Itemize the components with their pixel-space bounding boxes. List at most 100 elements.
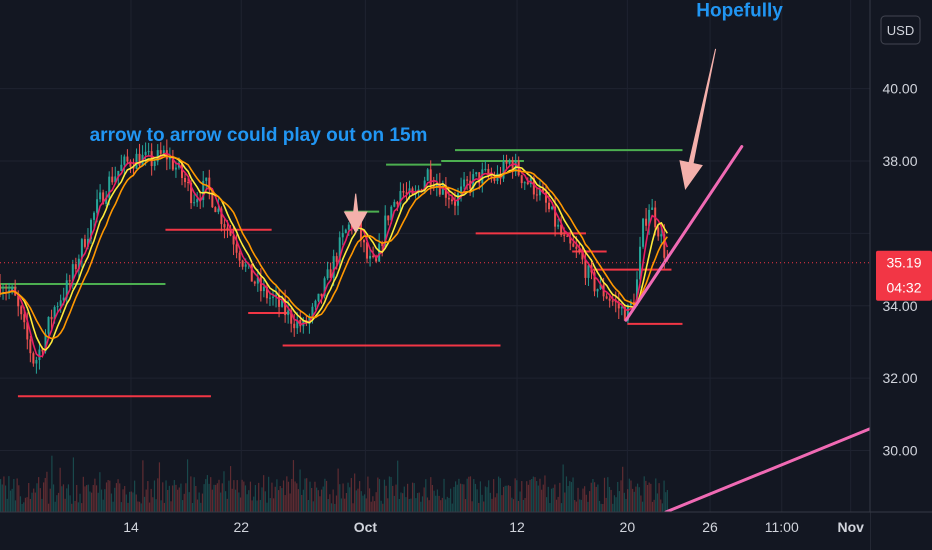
volume-bar <box>446 496 448 512</box>
volume-bar <box>415 498 417 512</box>
volume-bar <box>600 503 602 512</box>
candle-body <box>642 218 645 247</box>
volume-bar <box>466 478 468 512</box>
volume-bar <box>651 501 654 512</box>
volume-bar <box>461 484 463 512</box>
volume-bar <box>408 499 410 512</box>
volume-bar <box>486 487 488 512</box>
candle-body <box>74 264 77 270</box>
volume-bar <box>443 478 445 512</box>
annotation-arrows[interactable] <box>343 48 717 234</box>
candle-body <box>362 239 365 243</box>
volume-bar <box>397 460 399 512</box>
volume-bar <box>198 492 200 512</box>
volume-bar <box>453 486 455 512</box>
volume-bar <box>168 485 170 512</box>
volume-bar <box>125 494 127 512</box>
candle-body <box>341 232 344 238</box>
volume-bar <box>289 493 291 512</box>
candle-body <box>375 256 378 262</box>
volume-bar <box>438 495 440 512</box>
candle-body <box>620 307 623 309</box>
volume-bar <box>302 489 304 512</box>
volume-bar <box>286 476 288 512</box>
volume-bar <box>362 495 364 512</box>
volume-bar <box>436 489 438 512</box>
candle-body <box>447 197 450 200</box>
volume-bar <box>225 491 227 512</box>
volume-bar <box>110 493 113 512</box>
candle-body <box>65 280 68 298</box>
candle-body <box>265 286 268 299</box>
volume-bar <box>312 501 314 512</box>
volume-bar <box>378 479 381 512</box>
volume-bar <box>347 482 349 512</box>
candle-body <box>83 239 86 247</box>
volume-bar <box>263 475 265 512</box>
candle-body <box>89 219 92 239</box>
candle-body <box>174 167 177 170</box>
volume-bar <box>299 469 301 512</box>
volume-bar <box>428 500 430 512</box>
volume-bar <box>196 499 199 512</box>
volume-bar <box>632 488 634 512</box>
candle-body <box>663 234 666 258</box>
candle-body <box>481 169 484 184</box>
volume-bar <box>380 500 382 512</box>
volume-bar <box>569 481 571 512</box>
candle-body <box>660 234 663 237</box>
currency-button[interactable] <box>880 15 921 45</box>
volume-bar <box>575 501 577 512</box>
y-tick-label: 34.00 <box>882 298 917 314</box>
volume-bar <box>266 502 268 512</box>
volume-bar <box>158 462 161 512</box>
volume-bar <box>597 484 599 512</box>
volume-bar <box>628 478 630 512</box>
volume-bar <box>72 457 74 512</box>
annotation-arrow[interactable] <box>679 48 717 191</box>
time-scale[interactable] <box>0 512 870 550</box>
volume-bar <box>494 497 496 512</box>
volume-bar <box>522 499 525 512</box>
candle-body <box>290 310 293 324</box>
volume-bar <box>311 488 313 512</box>
trend-lines[interactable] <box>624 145 872 514</box>
volume-bar <box>137 501 139 512</box>
candle-body <box>202 180 205 201</box>
volume-bar <box>375 492 377 512</box>
volume-bar <box>38 477 40 512</box>
candle-body <box>560 224 563 235</box>
volume-bar <box>603 477 606 512</box>
volume-bar <box>539 478 541 512</box>
candle-body <box>96 199 99 213</box>
volume-bar <box>504 485 506 512</box>
trend-line[interactable] <box>624 145 744 322</box>
candle-body <box>608 298 611 301</box>
candle-body <box>156 150 159 162</box>
volume-bar <box>526 481 528 512</box>
volume-bar <box>491 498 493 512</box>
volume-bar <box>215 484 217 512</box>
annotation-arrow[interactable] <box>343 193 368 234</box>
volume-bar <box>499 478 501 512</box>
trend-line[interactable] <box>664 427 872 514</box>
candle-body <box>529 177 532 185</box>
volume-bar <box>134 480 136 512</box>
candle-body <box>229 229 232 236</box>
candle-body <box>629 301 632 306</box>
volume-bar <box>129 491 131 512</box>
volume-bar <box>532 476 534 512</box>
volume-bar <box>31 492 33 512</box>
annotation-text[interactable]: arrow to arrow could play out on 15m <box>90 125 428 146</box>
last-price-badge: 35.19 04:32 <box>876 250 932 301</box>
volume-bar <box>64 498 66 512</box>
volume-bar <box>512 499 515 512</box>
volume-bar <box>661 503 664 512</box>
volume-bar <box>147 481 149 512</box>
annotation-text[interactable]: Hopefully <box>696 0 783 21</box>
volume-bar <box>297 489 300 512</box>
volume-bar <box>516 480 518 512</box>
volume-bar <box>195 486 197 512</box>
annotation-texts[interactable]: arrow to arrow could play out on 15m Hope… <box>90 0 784 146</box>
